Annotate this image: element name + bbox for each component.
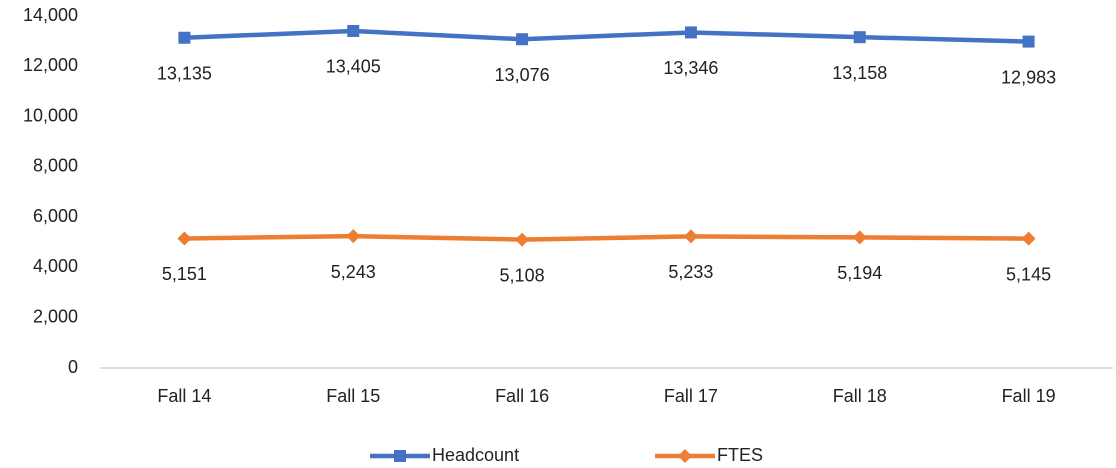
data-label: 12,983 bbox=[1001, 67, 1056, 87]
data-point bbox=[178, 31, 191, 44]
data-label: 5,151 bbox=[162, 264, 207, 284]
data-label: 13,076 bbox=[495, 65, 550, 85]
data-point bbox=[853, 31, 866, 44]
y-tick-label: 4,000 bbox=[33, 256, 78, 276]
data-label: 5,233 bbox=[668, 262, 713, 282]
series-line bbox=[184, 28, 1029, 44]
data-point bbox=[515, 232, 530, 247]
data-point bbox=[1021, 231, 1036, 246]
legend-marker bbox=[394, 450, 406, 462]
data-point bbox=[683, 229, 698, 244]
data-label: 5,108 bbox=[500, 265, 545, 285]
data-point bbox=[852, 230, 867, 245]
y-tick-label: 0 bbox=[68, 357, 78, 377]
x-tick-label: Fall 14 bbox=[157, 386, 211, 406]
y-tick-label: 12,000 bbox=[23, 55, 78, 75]
series-line bbox=[184, 233, 1029, 242]
y-tick-label: 10,000 bbox=[23, 105, 78, 125]
data-label: 5,243 bbox=[331, 262, 376, 282]
data-label: 13,346 bbox=[663, 58, 718, 78]
x-tick-label: Fall 16 bbox=[495, 386, 549, 406]
data-label: 13,158 bbox=[832, 63, 887, 83]
x-tick-label: Fall 15 bbox=[326, 386, 380, 406]
legend-label: FTES bbox=[717, 445, 763, 465]
data-label: 5,145 bbox=[1006, 264, 1051, 284]
data-label: 5,194 bbox=[837, 263, 882, 283]
data-label: 13,405 bbox=[326, 57, 381, 77]
x-tick-label: Fall 19 bbox=[1002, 386, 1056, 406]
data-point bbox=[516, 33, 529, 46]
legend-marker bbox=[678, 449, 692, 463]
x-tick-label: Fall 17 bbox=[664, 386, 718, 406]
data-point bbox=[1022, 35, 1035, 48]
data-point bbox=[347, 24, 360, 37]
data-label: 13,135 bbox=[157, 63, 212, 83]
y-tick-label: 6,000 bbox=[33, 206, 78, 226]
data-point bbox=[346, 229, 361, 244]
data-point bbox=[177, 231, 192, 246]
data-point bbox=[684, 26, 697, 39]
y-tick-label: 8,000 bbox=[33, 156, 78, 176]
x-tick-label: Fall 18 bbox=[833, 386, 887, 406]
y-tick-label: 14,000 bbox=[23, 5, 78, 25]
legend-label: Headcount bbox=[432, 445, 519, 465]
y-tick-label: 2,000 bbox=[33, 306, 78, 326]
